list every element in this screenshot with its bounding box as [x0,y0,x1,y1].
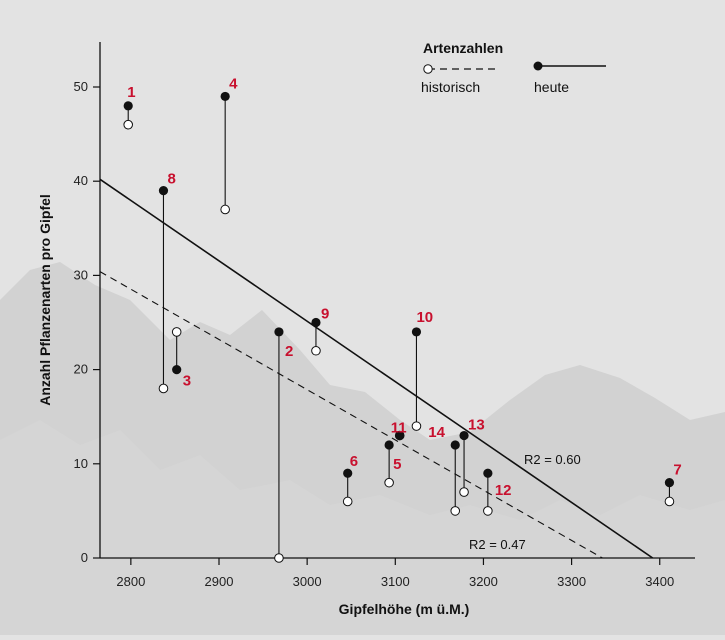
y-axis-title: Anzahl Pflanzenarten pro Gipfel [37,194,53,406]
data-points [123,91,675,563]
summit-label: 5 [393,456,401,473]
historic-point [450,506,461,516]
historic-point [274,553,284,563]
x-tick-label: 3000 [293,574,322,589]
today-point [411,327,422,337]
x-tick-label: 2900 [205,574,234,589]
today-point [483,468,493,478]
summit-label: 12 [495,482,512,499]
today-point [158,186,169,196]
axes: 0 10 20 30 40 50 2800 2900 3000 3100 3200 3300 3400 [74,42,695,589]
historic-point [171,327,182,337]
summit-label: 7 [673,462,681,479]
legend-today-marker [533,61,543,71]
x-tick-label: 3400 [645,574,674,589]
y-tick-label: 50 [74,79,88,94]
y-tick-label: 0 [81,550,88,565]
summit-label: 9 [321,306,329,323]
legend-title: Artenzahlen [423,40,503,56]
legend-historic-label: historisch [421,79,480,95]
historic-point [664,496,675,507]
x-axis-title: Gipfelhöhe (m ü.M.) [339,601,470,617]
today-point [172,365,182,375]
summit-label: 6 [350,453,358,470]
today-point [274,327,284,337]
y-tick-label: 20 [74,362,88,377]
legend-today-label: heute [534,79,569,95]
regression-line-today [99,178,654,559]
summit-label: 13 [468,417,485,434]
regression-line-historic [99,271,603,559]
r2-label-today: R2 = 0.60 [524,452,581,467]
change-stems [127,96,670,558]
summit-label: 1 [127,84,135,101]
regression-lines: R2 = 0.60 R2 = 0.47 [99,178,654,559]
summit-label: 3 [183,373,191,390]
y-tick-label: 30 [74,267,88,282]
y-tick-label: 10 [74,456,88,471]
x-tick-label: 3200 [469,574,498,589]
summit-label: 10 [416,309,433,326]
today-point [311,317,321,328]
today-point [395,430,405,441]
legend: Artenzahlen historisch heute [421,40,606,95]
r2-label-historic: R2 = 0.47 [469,537,526,552]
summit-label: 4 [229,75,238,92]
summit-label: 2 [285,343,293,360]
historic-point [483,506,493,516]
historic-point [342,496,353,507]
x-tick-label: 2800 [116,574,145,589]
today-point [384,440,394,450]
historic-point [123,119,134,130]
x-tick-label: 3300 [557,574,586,589]
y-tick-label: 40 [74,173,88,188]
mountain-silhouette-front [0,420,725,635]
historic-point [158,383,169,394]
summit-label: 14 [428,424,445,441]
today-point [123,101,133,111]
historic-point [311,345,321,356]
today-point [220,91,230,102]
historic-point [459,487,469,497]
today-point [450,440,460,450]
historic-point [384,477,394,488]
summit-label: 8 [167,171,175,188]
today-point [343,468,353,478]
today-point [459,430,469,441]
summit-label: 11 [391,420,407,437]
x-tick-label: 3100 [381,574,410,589]
historic-point [411,421,422,431]
historic-point [220,204,230,215]
today-point [664,478,675,488]
legend-historic-marker [423,64,433,74]
